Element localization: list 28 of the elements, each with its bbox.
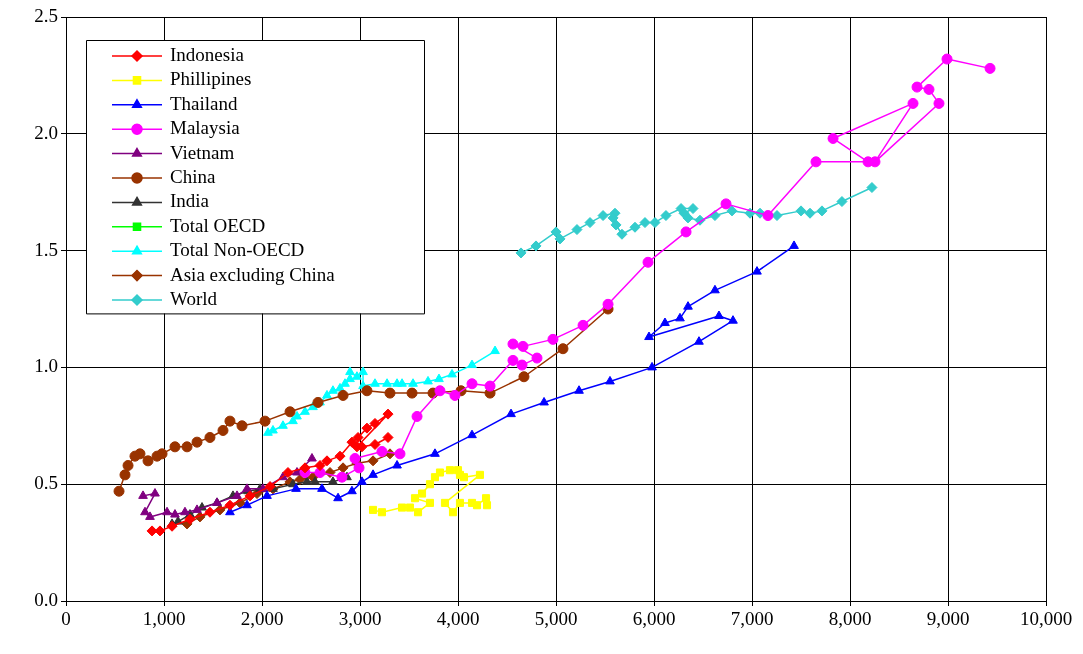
legend-label: World [170, 287, 218, 309]
x-tick-label: 8,000 [828, 608, 872, 630]
x-tick-label: 9,000 [926, 608, 970, 630]
legend-label: Malaysia [170, 117, 241, 139]
legend-label: Phillipines [170, 68, 252, 90]
legend-label: Vietnam [170, 141, 235, 163]
x-tick-label: 7,000 [730, 608, 774, 630]
x-tick-label: 6,000 [632, 608, 676, 630]
x-tick-label: 2,000 [240, 608, 284, 630]
legend-label: Total Non-OECD [170, 239, 305, 261]
x-tick-label: 1,000 [142, 608, 186, 630]
y-tick-label: 0.5 [34, 472, 58, 494]
x-tick-label: 10,000 [1019, 608, 1073, 630]
legend-label: Total OECD [170, 214, 266, 236]
x-tick-label: 3,000 [338, 608, 382, 630]
y-tick-label: 2.5 [34, 4, 58, 26]
legend-label: China [170, 165, 216, 187]
x-tick-label: 5,000 [534, 608, 578, 630]
x-tick-label: 0 [61, 608, 71, 630]
y-tick-label: 1.0 [34, 355, 58, 377]
y-tick-label: 0.0 [34, 588, 58, 610]
legend-label: Thailand [170, 92, 239, 114]
y-tick-label: 2.0 [34, 121, 58, 143]
x-tick-label: 4,000 [436, 608, 480, 630]
y-tick-label: 1.5 [34, 238, 58, 260]
legend-label: Indonesia [170, 43, 245, 65]
legend-label: Asia excluding China [170, 263, 336, 285]
legend-label: India [170, 190, 210, 212]
